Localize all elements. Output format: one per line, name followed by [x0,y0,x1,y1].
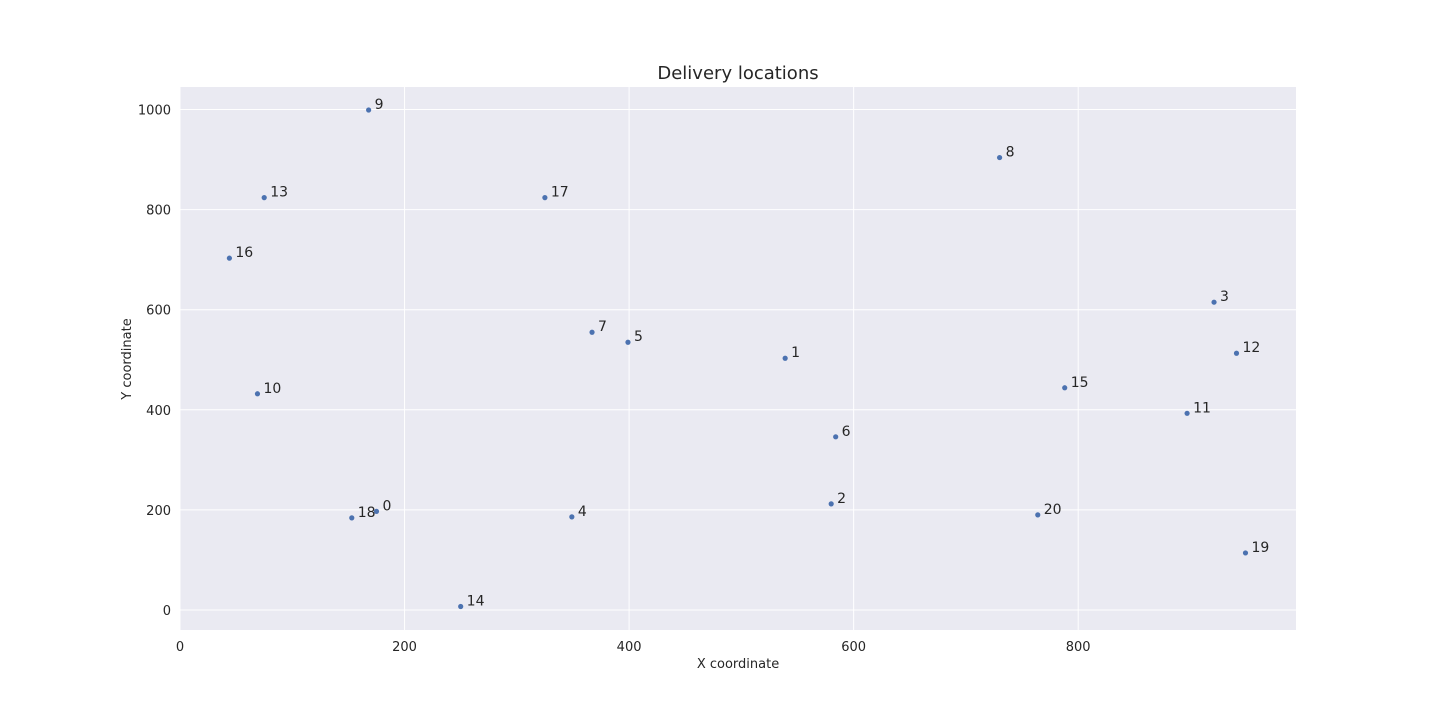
point-label: 3 [1220,289,1229,305]
point-label: 8 [1006,145,1015,161]
data-point [1035,512,1041,518]
point-label: 6 [842,424,851,440]
point-label: 1 [791,345,800,361]
data-point [625,339,631,345]
data-point [782,355,788,361]
data-point [1062,385,1068,391]
x-tick-label: 200 [392,640,417,655]
x-tick-label: 0 [176,640,184,655]
point-label: 12 [1242,340,1260,356]
data-point [833,434,839,440]
data-point [1211,299,1217,305]
data-point [373,508,380,514]
y-tick-label: 600 [146,304,171,319]
data-point [542,195,548,201]
point-label: 9 [375,97,384,113]
data-point [1242,550,1249,556]
data-point [261,195,267,201]
point-label: 15 [1071,375,1089,391]
point-label: 20 [1044,502,1062,518]
data-point [349,515,355,521]
y-axis-label: Y coordinate [120,318,135,400]
data-point [589,329,595,335]
y-tick-label: 400 [146,404,171,419]
data-point [828,501,834,507]
point-label: 11 [1193,400,1211,416]
data-point [366,107,372,113]
point-label: 17 [551,185,569,201]
x-tick-label: 400 [617,640,642,655]
x-tick-label: 600 [841,640,866,655]
point-label: 0 [382,498,391,514]
data-point [226,255,233,261]
data-point [1184,410,1190,416]
point-label: 18 [358,505,376,521]
data-point [458,603,464,610]
point-label: 19 [1251,540,1269,556]
grid [179,87,1296,630]
x-axis-label: X coordinate [697,657,779,672]
data-point [1233,350,1240,356]
y-tick-label: 1000 [138,104,171,119]
x-tick-label: 800 [1066,640,1091,655]
point-label: 13 [270,185,288,201]
chart-title: Delivery locations [657,63,818,84]
y-tick-label: 800 [146,204,171,219]
point-label: 16 [235,245,253,261]
point-label: 7 [598,319,607,335]
y-tick-label: 200 [146,504,171,519]
point-label: 5 [634,329,643,345]
data-point [996,154,1003,161]
point-label: 2 [837,491,846,507]
point-label: 14 [467,593,485,609]
point-label: 10 [263,381,281,397]
plot-area [180,87,1296,630]
data-point [254,391,261,397]
point-label: 4 [578,504,587,520]
data-point [569,514,575,520]
y-tick-label: 0 [163,604,171,619]
